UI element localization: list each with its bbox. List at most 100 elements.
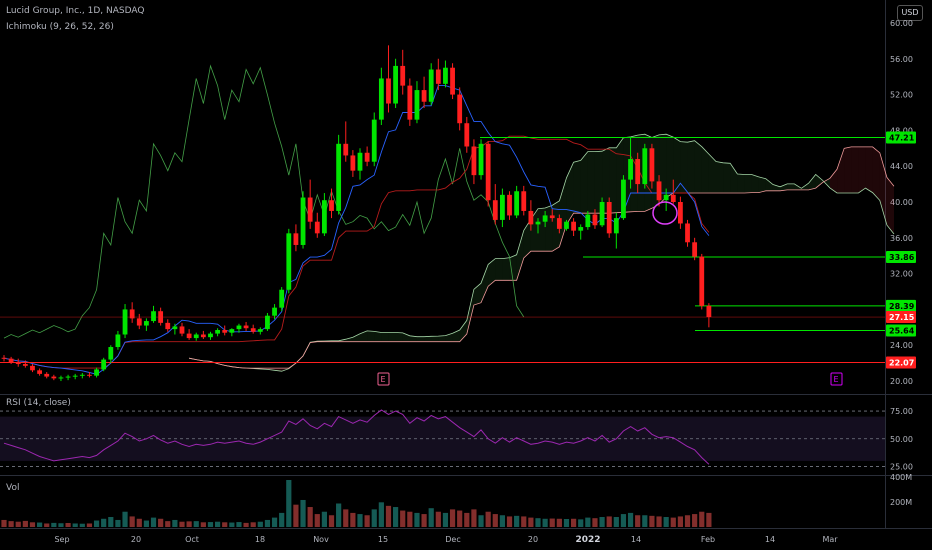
- candle-body: [51, 376, 57, 379]
- volume-bar: [371, 509, 377, 527]
- ichimoku-cloud-segment: [609, 147, 617, 214]
- candle-body: [186, 333, 192, 339]
- volume-bar: [350, 512, 356, 527]
- ichimoku-cloud-segment: [751, 174, 759, 193]
- candle-body: [428, 69, 434, 102]
- ichimoku-cloud-segment: [488, 258, 496, 287]
- ichimoku-cloud-segment: [473, 283, 482, 305]
- ichimoku-cloud-segment: [538, 208, 546, 252]
- volume-bar: [521, 516, 527, 527]
- ichimoku-cloud-segment: [431, 336, 439, 342]
- candle-body: [108, 347, 114, 360]
- ichimoku-cloud-segment: [416, 336, 425, 342]
- candle-body: [507, 194, 512, 216]
- ichimoku-cloud-segment: [602, 147, 610, 214]
- volume-bar: [592, 518, 598, 527]
- volume-bar: [542, 518, 548, 527]
- rsi-level-label: 25.00: [890, 462, 913, 471]
- candle-body: [222, 330, 228, 333]
- time-tick-label: Dec: [445, 535, 460, 544]
- ichimoku-cloud-segment: [687, 140, 695, 194]
- volume-bar: [72, 523, 78, 527]
- time-tick-label: 15: [378, 535, 388, 544]
- volume-bar: [271, 517, 278, 527]
- volume-bar: [642, 515, 648, 527]
- rsi-label[interactable]: RSI (14, close): [6, 398, 71, 408]
- volume-label[interactable]: Vol: [6, 483, 20, 493]
- volume-bar: [8, 521, 14, 527]
- ichimoku-cloud-segment: [523, 219, 531, 258]
- ichimoku-cloud-segment: [837, 148, 845, 194]
- candle-body: [101, 359, 107, 370]
- volume-bar: [286, 480, 292, 527]
- volume-bar: [385, 505, 392, 527]
- ichimoku-cloud-segment: [388, 332, 396, 342]
- ichimoku-cloud-segment: [552, 200, 560, 252]
- volume-bar: [143, 520, 149, 527]
- candle-body: [165, 322, 171, 330]
- candle-body: [621, 179, 626, 219]
- volume-bar: [314, 514, 320, 527]
- indicator-label[interactable]: Ichimoku (9, 26, 52, 26): [6, 22, 114, 32]
- ichimoku-cloud-segment: [345, 337, 353, 342]
- ichimoku-cloud-segment: [502, 257, 510, 281]
- volume-bar: [22, 520, 28, 527]
- volume-bar: [613, 517, 619, 527]
- price-tick-label: 24.00: [890, 341, 913, 350]
- conversion-line: [3, 85, 710, 375]
- candle-body: [79, 374, 85, 376]
- price-tick-label: 48.00: [890, 126, 913, 135]
- candle-body: [478, 143, 484, 176]
- earnings-marker: [830, 372, 843, 386]
- volume-bar: [364, 515, 370, 527]
- price-label: 47.21: [889, 133, 915, 142]
- volume-bar: [200, 522, 206, 527]
- volume-bar: [578, 519, 584, 527]
- volume-bar: [506, 516, 513, 527]
- volume-bar: [627, 512, 634, 527]
- ichimoku-cloud-segment: [701, 146, 709, 194]
- price-label-box: [886, 131, 916, 144]
- currency-button[interactable]: USD: [897, 5, 923, 21]
- candle-body: [393, 65, 398, 104]
- ichimoku-cloud-segment: [438, 335, 446, 342]
- candle-body: [343, 143, 349, 156]
- ichimoku-cloud-segment: [367, 330, 375, 342]
- volume-bar: [336, 503, 342, 527]
- ichimoku-cloud-segment: [374, 331, 382, 342]
- candle-body: [542, 215, 548, 222]
- ichimoku-cloud-segment: [573, 160, 581, 214]
- lagging-span-line: [3, 64, 525, 339]
- ichimoku-cloud-segment: [765, 178, 773, 191]
- candle-body: [322, 200, 327, 234]
- time-tick-label: 20: [131, 535, 141, 544]
- volume-bar: [684, 515, 691, 527]
- candle-body: [286, 233, 292, 290]
- candle-body: [670, 194, 676, 202]
- candle-body: [592, 214, 598, 226]
- price-label-box: [886, 324, 916, 337]
- ichimoku-cloud-segment: [594, 151, 603, 214]
- ichimoku-cloud-segment: [815, 174, 823, 189]
- candle-body: [613, 218, 619, 234]
- candle-body: [485, 143, 491, 201]
- candle-body: [378, 78, 384, 120]
- volume-bar: [15, 521, 21, 527]
- ichimoku-cloud-segment: [858, 146, 866, 194]
- candle-body: [471, 146, 477, 176]
- candle-body: [500, 194, 505, 220]
- volume-bar: [179, 521, 185, 527]
- volume-bar: [300, 499, 306, 527]
- ichimoku-cloud-segment: [737, 174, 745, 194]
- volume-bar: [357, 514, 363, 527]
- candle-body: [656, 181, 662, 201]
- time-tick-label: Feb: [701, 535, 715, 544]
- time-tick-label: 20: [528, 535, 538, 544]
- leading-span-b-line: [189, 146, 895, 369]
- time-tick-label: Nov: [313, 535, 329, 544]
- candle-body: [8, 358, 14, 363]
- candle-body: [293, 233, 299, 245]
- candle-body: [236, 325, 242, 330]
- candle-body: [628, 159, 633, 180]
